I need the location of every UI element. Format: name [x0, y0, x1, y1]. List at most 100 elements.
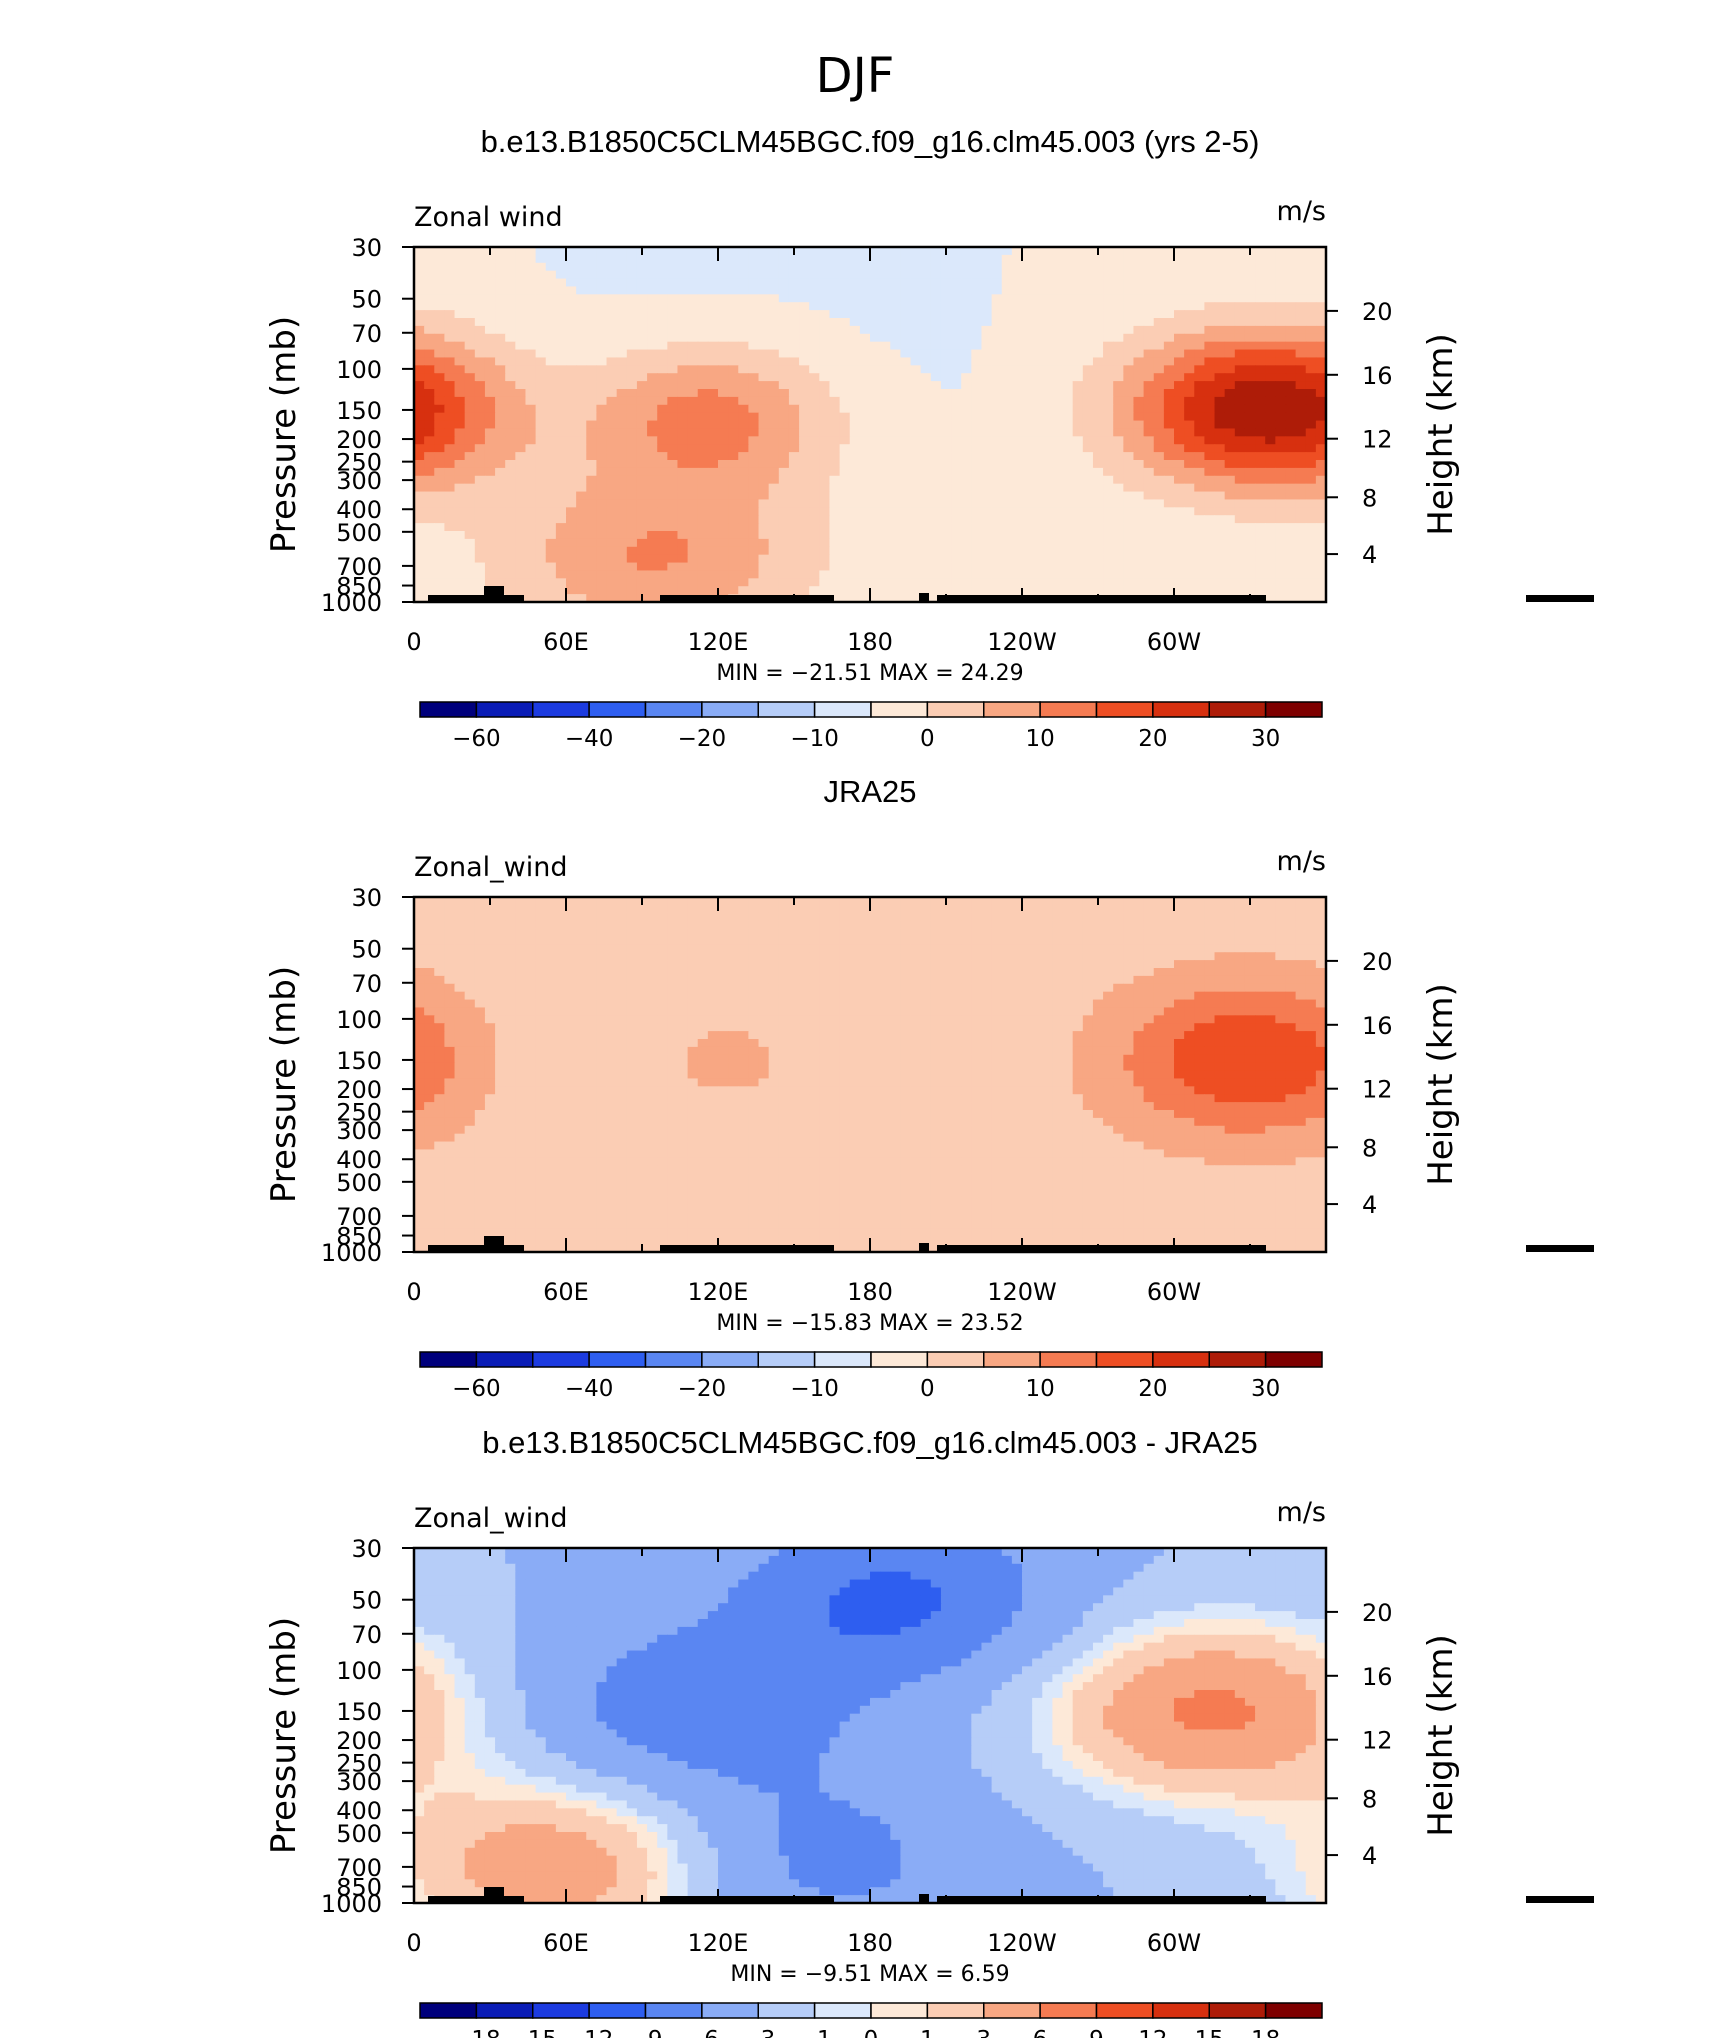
field-cell: [981, 349, 993, 359]
field-cell: [718, 904, 729, 914]
field-cell: [1011, 944, 1023, 953]
field-cell: [1153, 586, 1165, 595]
field-cell: [1255, 349, 1266, 359]
field-cell: [667, 420, 679, 430]
field-cell: [1305, 897, 1317, 906]
field-cell: [930, 404, 942, 414]
field-cell: [890, 286, 901, 295]
field-cell: [870, 491, 881, 501]
field-cell: [768, 247, 780, 256]
field-cell: [778, 389, 790, 398]
field-cell: [636, 412, 648, 422]
field-cell: [1305, 389, 1317, 398]
field-cell: [414, 483, 425, 493]
field-cell: [1022, 952, 1033, 961]
field-cell: [434, 546, 445, 556]
field-cell: [606, 968, 618, 977]
field-cell: [697, 404, 709, 414]
field-cell: [951, 286, 962, 295]
field-cell: [1184, 262, 1195, 272]
field-cell: [768, 897, 780, 906]
field-cell: [951, 538, 962, 548]
field-cell: [788, 341, 800, 351]
field-cell: [657, 912, 668, 922]
field-cell: [859, 562, 871, 572]
field-cell: [1174, 960, 1185, 969]
field-cell: [849, 912, 861, 922]
field-cell: [647, 897, 658, 906]
field-cell: [484, 444, 496, 453]
field-cell: [657, 278, 668, 288]
field-cell: [1133, 420, 1145, 430]
field-cell: [1123, 436, 1135, 445]
field-cell: [1143, 349, 1155, 359]
field-cell: [1052, 531, 1064, 540]
field-cell: [515, 365, 527, 374]
field-cell: [829, 365, 841, 374]
field-cell: [1255, 491, 1266, 501]
field-cell: [880, 475, 891, 485]
field-cell: [758, 349, 770, 359]
field-cell: [991, 546, 1003, 556]
field-cell: [1224, 554, 1236, 564]
field-cell: [1295, 365, 1307, 374]
field-cell: [495, 420, 506, 430]
field-cell: [545, 452, 557, 461]
field-cell: [920, 897, 932, 906]
field-cell: [728, 404, 739, 414]
field-cell: [880, 262, 891, 272]
field-cell: [697, 412, 709, 422]
field-cell: [626, 515, 638, 524]
field-cell: [890, 365, 901, 374]
field-cell: [1052, 381, 1064, 390]
field-cell: [1265, 389, 1276, 398]
field-cell: [1133, 912, 1145, 922]
field-cell: [1244, 436, 1256, 445]
field-cell: [1265, 254, 1276, 264]
field-cell: [647, 381, 658, 390]
field-cell: [647, 389, 658, 398]
field-cell: [1042, 944, 1053, 953]
field-cell: [454, 302, 466, 311]
field-cell: [1153, 396, 1165, 406]
field-cell: [606, 475, 618, 485]
field-cell: [1072, 578, 1084, 587]
field-cell: [788, 325, 800, 335]
field-cell: [920, 499, 932, 508]
field-cell: [495, 389, 506, 398]
field-cell: [636, 278, 648, 288]
field-cell: [454, 920, 466, 930]
field-cell: [1285, 381, 1297, 390]
field-cell: [788, 278, 800, 288]
field-cell: [1315, 254, 1327, 264]
field-cell: [859, 341, 871, 351]
field-cell: [758, 357, 770, 366]
field-cell: [626, 396, 638, 406]
field-cell: [1123, 499, 1135, 508]
field-cell: [677, 270, 689, 280]
field-cell: [951, 389, 962, 398]
field-cell: [545, 554, 557, 564]
field-cell: [738, 467, 749, 477]
field-cell: [1072, 515, 1084, 524]
field-cell: [1295, 381, 1307, 390]
y-tick-label: 70: [351, 320, 382, 348]
field-cell: [647, 952, 658, 961]
field-cell: [1285, 483, 1297, 493]
field-cell: [434, 396, 445, 406]
field-cell: [1082, 270, 1094, 280]
field-cell: [545, 373, 557, 382]
field-cell: [1194, 254, 1205, 264]
field-cell: [1275, 904, 1287, 914]
field-cell: [1153, 507, 1165, 516]
field-cell: [657, 420, 668, 430]
field-cell: [687, 349, 699, 359]
field-cell: [1174, 460, 1185, 469]
field-cell: [505, 586, 516, 595]
field-cell: [555, 404, 567, 414]
field-cell: [910, 897, 922, 906]
field-cell: [434, 952, 445, 961]
field-cell: [1062, 578, 1074, 587]
field-cell: [1163, 467, 1175, 477]
field-cell: [1214, 960, 1226, 969]
